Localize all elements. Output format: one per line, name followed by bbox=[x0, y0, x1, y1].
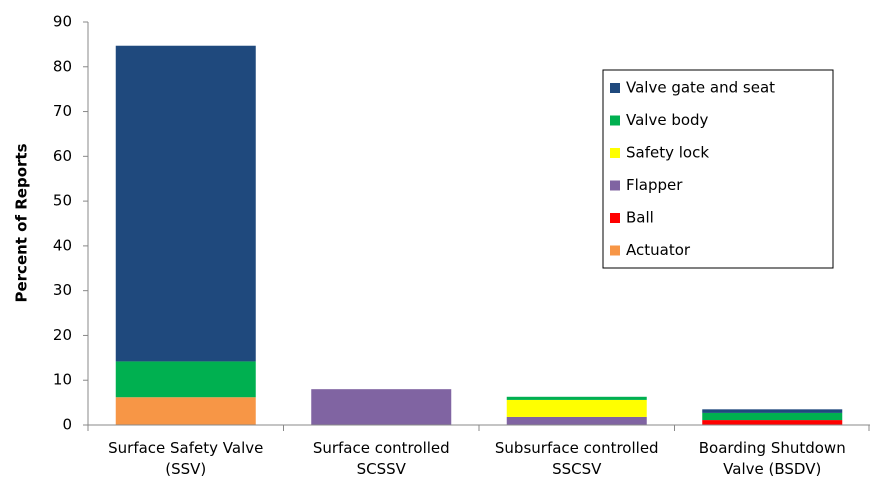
y-tick-label: 60 bbox=[53, 147, 72, 165]
y-tick-label: 70 bbox=[53, 102, 72, 120]
bar-segment bbox=[311, 389, 452, 425]
bar-segment bbox=[506, 399, 647, 417]
legend-swatch bbox=[610, 213, 620, 223]
legend-swatch bbox=[610, 148, 620, 158]
y-tick-label: 40 bbox=[53, 236, 72, 254]
y-tick-label: 50 bbox=[53, 192, 72, 210]
legend-swatch bbox=[610, 180, 620, 191]
y-axis-title: Percent of Reports bbox=[13, 143, 31, 302]
y-tick-label: 10 bbox=[53, 371, 72, 389]
y-tick-label: 0 bbox=[62, 416, 72, 434]
legend-swatch bbox=[610, 245, 620, 256]
x-tick-label: Surface Safety Valve (SSV) bbox=[108, 439, 264, 478]
legend-label: Valve gate and seat bbox=[626, 79, 775, 97]
legend-label: Flapper bbox=[626, 176, 683, 194]
legend-label: Ball bbox=[626, 209, 654, 227]
x-tick-label: Boarding Shutdown Valve (BSDV) bbox=[698, 439, 846, 478]
bar-segment bbox=[115, 45, 256, 362]
legend-box bbox=[602, 69, 834, 269]
legend-label: Safety lock bbox=[626, 144, 709, 162]
bar-segment bbox=[115, 397, 256, 425]
legend-label: Valve body bbox=[626, 111, 709, 129]
legend-swatch bbox=[610, 115, 620, 126]
y-tick-label: 80 bbox=[53, 57, 72, 75]
y-tick-label: 90 bbox=[53, 13, 72, 31]
bar-segment bbox=[702, 412, 843, 421]
bar-segment bbox=[702, 409, 843, 413]
bar-segment bbox=[506, 416, 647, 425]
bar-segment bbox=[702, 420, 843, 425]
legend-swatch bbox=[610, 83, 620, 93]
bar-segment bbox=[115, 361, 256, 398]
y-tick-label: 30 bbox=[53, 281, 72, 299]
legend-label: Actuator bbox=[626, 241, 691, 259]
bar-segment bbox=[506, 396, 647, 400]
x-tick-label: Subsurface controlled SSCSV bbox=[494, 439, 659, 478]
x-tick-label: Surface controlled SCSSV bbox=[312, 439, 450, 478]
y-tick-label: 20 bbox=[53, 326, 72, 344]
